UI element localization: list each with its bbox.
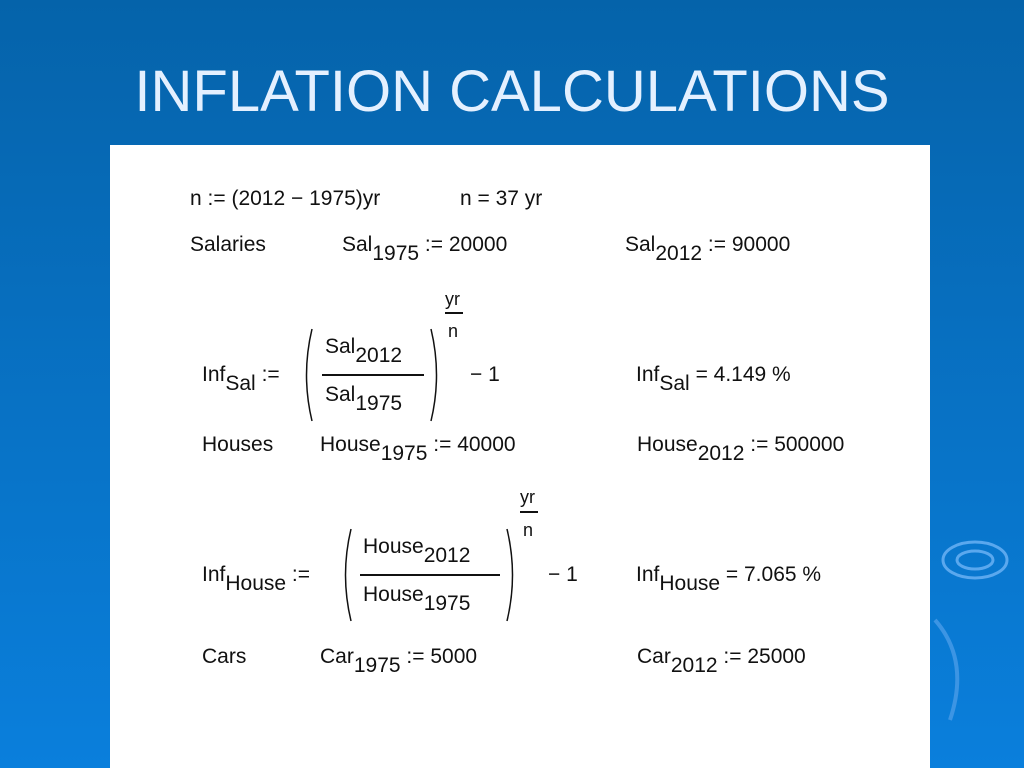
numerator: Sal2012	[325, 335, 402, 367]
subscript: 2012	[670, 654, 718, 677]
denominator: House1975	[363, 583, 470, 615]
value: := 25000	[723, 645, 806, 668]
var: Inf	[636, 563, 660, 586]
var: House	[363, 535, 424, 558]
exponent-numerator: yr	[520, 487, 535, 507]
ripple-decoration	[933, 540, 1009, 721]
subscript: 2012	[355, 344, 403, 367]
exponent-denominator: n	[523, 520, 534, 540]
value: = 7.065 %	[725, 563, 822, 586]
exponent-numerator: yr	[445, 289, 460, 309]
subscript: House	[225, 572, 287, 595]
numerator: House2012	[363, 535, 470, 567]
n-result: n = 37 yr	[460, 187, 543, 210]
exponent-bar	[520, 511, 538, 513]
operator: :=	[291, 563, 311, 586]
subscript: 1975	[353, 654, 401, 677]
exponent-denominator: n	[448, 321, 459, 341]
operator: :=	[261, 363, 280, 386]
var: Sal	[625, 233, 656, 256]
worksheet-panel: n := (2012 − 1975)yr n = 37 yr Salaries …	[110, 145, 930, 768]
subscript: 2012	[423, 544, 471, 567]
fraction-bar	[360, 574, 500, 576]
assignment: Car2012 := 25000	[637, 645, 806, 677]
subscript: Sal	[225, 372, 256, 395]
var: Sal	[342, 233, 373, 256]
formula-lhs: InfSal :=	[202, 363, 280, 395]
assignment: Car1975 := 5000	[320, 645, 478, 677]
var: Inf	[202, 363, 226, 386]
row-label: Cars	[202, 645, 247, 668]
subscript: 1975	[423, 592, 471, 615]
var: Car	[637, 645, 671, 668]
slide-title: INFLATION CALCULATIONS	[134, 59, 890, 124]
paren-left	[344, 528, 352, 622]
value: := 500000	[750, 433, 845, 456]
assignment: House2012 := 500000	[637, 433, 845, 465]
var: House	[637, 433, 698, 456]
subscript: 2012	[655, 242, 703, 265]
row-label: Salaries	[190, 233, 266, 256]
assignment: Sal2012 := 90000	[625, 233, 791, 265]
assignment: House1975 := 40000	[320, 433, 516, 465]
subscript: 1975	[355, 392, 403, 415]
formula-lhs: InfHouse :=	[202, 563, 311, 595]
subscript: 2012	[697, 442, 745, 465]
n-definition: n := (2012 − 1975)yr	[190, 187, 381, 210]
exponent-bar	[445, 312, 463, 314]
value: := 5000	[406, 645, 478, 668]
fraction-bar	[322, 374, 424, 376]
result: InfHouse = 7.065 %	[636, 563, 822, 595]
var: House	[320, 433, 381, 456]
paren-right	[430, 328, 438, 422]
subscript: Sal	[659, 372, 690, 395]
minus-one: − 1	[470, 363, 500, 386]
paren-right	[506, 528, 514, 622]
result: InfSal = 4.149 %	[636, 363, 791, 395]
subscript: 1975	[380, 442, 428, 465]
value: = 4.149 %	[695, 363, 791, 386]
value: := 20000	[424, 233, 508, 256]
var: Car	[320, 645, 354, 668]
var: Inf	[636, 363, 660, 386]
row-label: Houses	[202, 433, 274, 456]
assignment: Sal1975 := 20000	[342, 233, 508, 265]
var: Inf	[202, 563, 226, 586]
paren-left	[305, 328, 313, 422]
subscript: 1975	[372, 242, 420, 265]
var: Sal	[325, 335, 356, 358]
subscript: House	[659, 572, 721, 595]
var: House	[363, 583, 424, 606]
value: := 40000	[433, 433, 516, 456]
var: Sal	[325, 383, 356, 406]
value: := 90000	[707, 233, 791, 256]
denominator: Sal1975	[325, 383, 402, 415]
minus-one: − 1	[548, 563, 578, 586]
